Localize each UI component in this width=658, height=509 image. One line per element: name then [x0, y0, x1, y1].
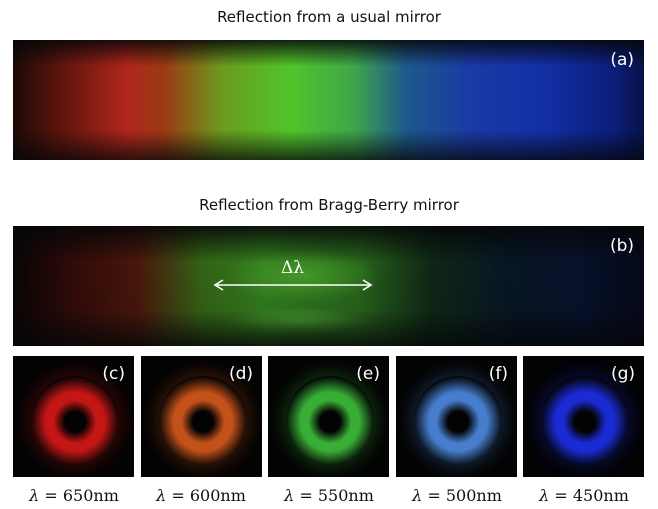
- vortex-ring: [31, 376, 119, 464]
- panel-label-e: (e): [356, 364, 380, 384]
- spectrum-edge-fade: [13, 226, 644, 346]
- lambda-symbol: λ: [156, 486, 167, 505]
- vortex-beam-500nm: (f): [396, 356, 517, 477]
- vortex-beam-650nm: (c): [13, 356, 134, 477]
- vortex-ring: [414, 376, 502, 464]
- wavelength-label-d: λ = 600nm: [136, 486, 266, 505]
- bandwidth-arrow-icon: [213, 279, 373, 291]
- title-bragg-berry-mirror: Reflection from Bragg-Berry mirror: [199, 196, 459, 214]
- lambda-symbol: λ: [284, 486, 295, 505]
- wavelength-label-g: λ = 450nm: [519, 486, 649, 505]
- vortex-ring: [159, 376, 247, 464]
- vortex-beam-600nm: (d): [141, 356, 262, 477]
- wavelength-label-e: λ = 550nm: [264, 486, 394, 505]
- panel-label-f: (f): [488, 364, 508, 384]
- wavelength-value: = 450nm: [549, 486, 629, 505]
- bandwidth-label: Δλ: [281, 258, 305, 278]
- vortex-beam-450nm: (g): [523, 356, 644, 477]
- spectrum-usual-mirror: (a): [13, 40, 644, 160]
- lambda-symbol: λ: [539, 486, 550, 505]
- wavelength-value: = 600nm: [166, 486, 246, 505]
- vortex-beam-550nm: (e): [268, 356, 389, 477]
- spectrum-edge-fade: [13, 40, 644, 160]
- lambda-symbol: λ: [29, 486, 40, 505]
- panel-label-g: (g): [610, 364, 635, 384]
- wavelength-label-c: λ = 650nm: [9, 486, 139, 505]
- title-usual-mirror: Reflection from a usual mirror: [217, 8, 441, 26]
- wavelength-value: = 500nm: [422, 486, 502, 505]
- panel-label-b: (b): [609, 236, 634, 256]
- vortex-ring: [541, 376, 629, 464]
- panel-label-d: (d): [228, 364, 253, 384]
- vortex-ring: [286, 376, 374, 464]
- panel-label-a: (a): [610, 50, 634, 70]
- wavelength-value: = 550nm: [294, 486, 374, 505]
- wavelength-value: = 650nm: [39, 486, 119, 505]
- wavelength-label-f: λ = 500nm: [392, 486, 522, 505]
- lambda-symbol: λ: [412, 486, 423, 505]
- panel-label-c: (c): [102, 364, 125, 384]
- spectrum-bragg-berry-mirror: Δλ (b): [13, 226, 644, 346]
